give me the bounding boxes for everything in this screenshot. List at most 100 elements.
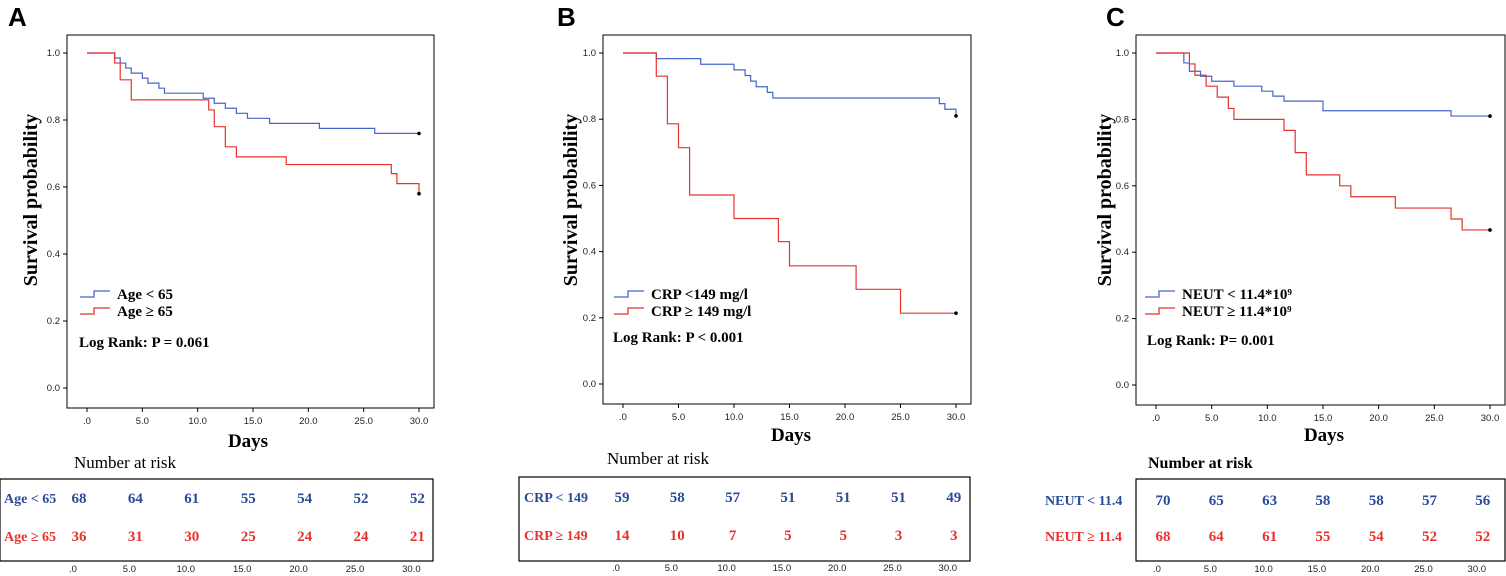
x-tick-label: .0 (619, 412, 627, 423)
risk-row-label: Age < 65 (4, 492, 56, 507)
risk-x-tick-label: 20.0 (289, 564, 308, 575)
y-tick-label: 0.8 (583, 114, 596, 125)
risk-value: 64 (128, 491, 144, 507)
y-tick-label: 0.4 (1116, 247, 1129, 258)
risk-value: 36 (72, 529, 88, 545)
y-tick-label: 0.4 (47, 249, 60, 260)
risk-value: 49 (946, 490, 961, 506)
risk-table-frame (518, 476, 971, 562)
x-tick-label: 5.0 (1205, 413, 1218, 424)
y-tick-label: 0.0 (1116, 380, 1129, 391)
x-tick-label: 30.0 (410, 416, 429, 427)
survival-curve-high (623, 52, 956, 314)
panel-a: A0.00.20.40.60.81.0.0 5.0 10.0 15.0 20.0 25.0… (0, 2, 435, 575)
y-tick-label: 0.0 (583, 379, 596, 390)
risk-x-tick-label: 25.0 (346, 564, 365, 575)
x-tick-label: .0 (1152, 413, 1160, 424)
survival-curve-low (87, 52, 419, 134)
legend-swatch (1145, 307, 1175, 315)
risk-x-tick-label: 5.0 (665, 563, 678, 574)
x-tick-label: 25.0 (1425, 413, 1444, 424)
risk-x-tick-label: 15.0 (1308, 564, 1327, 575)
legend-swatch (614, 290, 644, 298)
risk-value: 65 (1209, 493, 1224, 509)
y-tick-label: 0.2 (1116, 314, 1129, 325)
risk-x-tick-label: 10.0 (1254, 564, 1273, 575)
risk-x-tick-label: 25.0 (883, 563, 902, 574)
risk-value: 58 (1369, 493, 1384, 509)
risk-table-title: Number at risk (74, 453, 176, 472)
y-tick-label: 0.4 (583, 247, 596, 258)
risk-value: 51 (891, 490, 906, 506)
risk-value: 55 (241, 491, 256, 507)
risk-row-label: CRP < 149 (524, 491, 588, 506)
x-tick-label: 15.0 (780, 412, 799, 423)
risk-x-tick-label: 20.0 (1361, 564, 1380, 575)
risk-value: 3 (895, 528, 903, 544)
risk-value: 52 (1422, 529, 1437, 545)
legend-swatch (1145, 290, 1175, 298)
y-tick-label: 0.8 (47, 115, 60, 126)
legend-label: Age < 65 (117, 287, 173, 303)
risk-value: 7 (729, 528, 737, 544)
censor-marker (1488, 114, 1492, 118)
survival-curve-high (87, 52, 420, 194)
x-tick-label: 30.0 (1481, 413, 1500, 424)
y-tick-label: 0.6 (47, 182, 60, 193)
censor-marker (417, 191, 421, 196)
risk-table-frame (1135, 478, 1506, 562)
y-tick-label: 1.0 (583, 48, 596, 59)
y-tick-label: 0.2 (47, 316, 60, 327)
panel-c: C 0.0 0.2 0.4 0.6 0.8 1.0 .0 5.0 10.0 15.0 20.0 25.0… (1045, 2, 1506, 575)
risk-x-tick-label: 5.0 (123, 564, 136, 575)
y-tick-label: 0.2 (583, 313, 596, 324)
risk-value: 52 (354, 491, 369, 507)
legend-swatch (80, 307, 110, 315)
survival-curve-high (1156, 52, 1490, 231)
risk-row-label: NEUT ≥ 11.4 (1045, 530, 1122, 545)
x-tick-label: 20.0 (299, 416, 318, 427)
plot-frame (66, 34, 435, 409)
risk-value: 70 (1156, 493, 1171, 509)
risk-value: 10 (670, 528, 685, 544)
x-tick-label: 5.0 (672, 412, 685, 423)
x-tick-label: 10.0 (1258, 413, 1277, 424)
risk-x-tick-label: 15.0 (773, 563, 792, 574)
x-tick-label: 15.0 (244, 416, 263, 427)
x-tick-label: 20.0 (1369, 413, 1388, 424)
risk-value: 55 (1315, 529, 1330, 545)
censor-marker (417, 131, 421, 136)
y-axis-label: Survival probability (20, 114, 42, 286)
risk-value: 52 (410, 491, 425, 507)
y-tick-label: 1.0 (47, 48, 60, 59)
risk-x-tick-label: .0 (612, 563, 620, 574)
risk-value: 58 (1315, 493, 1330, 509)
risk-x-tick-label: 25.0 (1414, 564, 1433, 575)
x-tick-label: .0 (83, 416, 91, 427)
risk-value: 5 (784, 528, 792, 544)
risk-value: 25 (241, 529, 256, 545)
risk-x-tick-label: 5.0 (1204, 564, 1217, 575)
survival-curve-low (623, 52, 957, 116)
risk-value: 24 (354, 529, 370, 545)
legend-swatch (80, 290, 110, 298)
x-tick-label: 10.0 (725, 412, 744, 423)
x-tick-label: 25.0 (354, 416, 373, 427)
risk-value: 30 (184, 529, 199, 545)
survival-curve-low (1156, 52, 1490, 117)
risk-value: 21 (410, 529, 425, 545)
y-tick-label: 0.6 (1116, 181, 1129, 192)
legend-label: Age ≥ 65 (117, 304, 173, 320)
risk-value: 58 (670, 490, 685, 506)
risk-row-label: CRP ≥ 149 (524, 529, 588, 544)
risk-value: 14 (615, 528, 631, 544)
risk-value: 52 (1475, 529, 1490, 545)
censor-marker (954, 114, 958, 118)
risk-value: 5 (839, 528, 847, 544)
risk-value: 64 (1209, 529, 1225, 545)
risk-x-tick-label: 15.0 (233, 564, 252, 575)
risk-row-label: Age ≥ 65 (4, 530, 56, 545)
risk-value: 54 (297, 491, 313, 507)
risk-x-tick-label: .0 (69, 564, 77, 575)
